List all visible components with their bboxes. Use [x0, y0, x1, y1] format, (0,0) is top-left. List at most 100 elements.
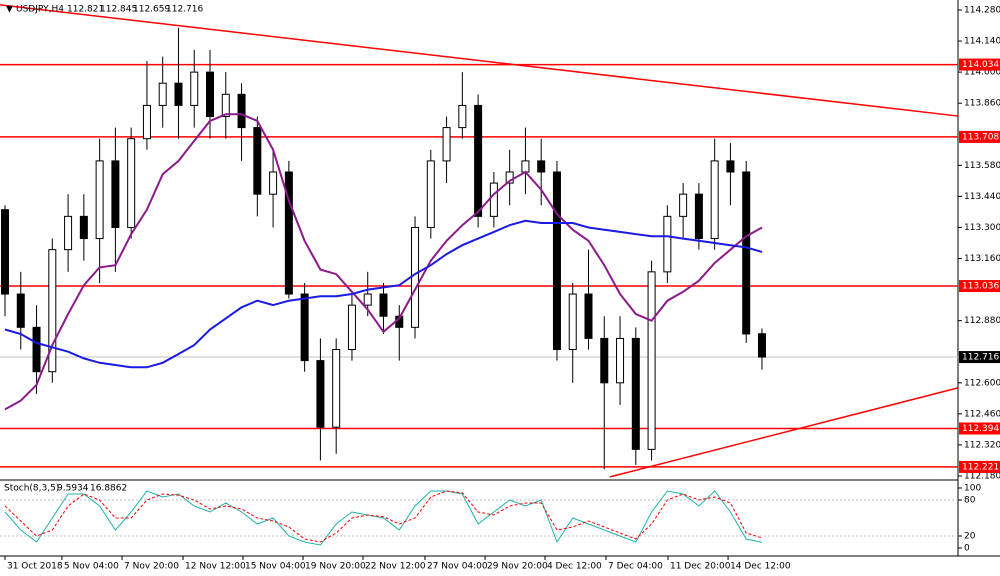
- candle-body: [32, 326, 41, 373]
- y-tick-label: 113.440: [964, 192, 1000, 202]
- candle-body: [48, 249, 57, 373]
- candle-body: [221, 93, 230, 118]
- x-tick-label: 14 Dec 12:00: [730, 562, 791, 572]
- x-tick-label: 4 Dec 12:00: [547, 562, 602, 572]
- x-tick-label: 7 Dec 04:00: [608, 562, 663, 572]
- last-high: 112.845: [100, 5, 137, 15]
- candle-body: [174, 82, 183, 106]
- candle-body: [269, 171, 278, 195]
- candle-body: [521, 160, 530, 173]
- candle-body: [552, 171, 561, 351]
- level-label: 113.708: [962, 132, 999, 142]
- y-tick-label: 114.140: [964, 37, 1000, 47]
- level-label-box: [959, 422, 1000, 435]
- candle-body: [679, 193, 688, 217]
- indicator-signal-value: 16.8862: [90, 484, 127, 494]
- trendline: [609, 387, 959, 478]
- y-tick-label: 114.280: [964, 5, 1000, 15]
- candle-body: [237, 93, 246, 129]
- header-arrow: ▼: [6, 5, 13, 15]
- y-tick-label: 112.320: [964, 440, 1000, 450]
- candle-body: [79, 215, 88, 240]
- plot: 114.280 114.140 114.000 113.860 113.580 113.4…: [0, 4, 1000, 572]
- candle-body: [600, 337, 609, 384]
- candle-body: [631, 337, 640, 450]
- indicator-line: [4, 490, 763, 543]
- indicator-tick-label: 100: [964, 484, 981, 494]
- level-label-box: [959, 460, 1000, 473]
- candle-body: [474, 104, 483, 217]
- current-price-box: [959, 351, 1000, 364]
- moving-average: [4, 113, 763, 411]
- candle-body: [757, 333, 766, 358]
- candle-body: [426, 160, 435, 228]
- candle-body: [206, 71, 215, 118]
- symbol: USDJPY,H4: [16, 5, 64, 15]
- candle-body: [95, 160, 104, 240]
- indicator-line: [4, 490, 763, 546]
- indicator-tick-label: 80: [964, 496, 976, 506]
- x-tick-label: 22 Nov 12:00: [365, 562, 426, 572]
- y-tick-label: 113.580: [964, 161, 1000, 171]
- x-tick-label: 31 Oct 2018: [7, 562, 63, 572]
- candle-body: [332, 349, 341, 428]
- candle-body: [190, 71, 199, 106]
- candle-body: [316, 360, 325, 428]
- labels: ▼ USDJPY,H4 112.821 112.845 112.659 112.…: [4, 5, 203, 494]
- y-tick-label: 113.300: [964, 223, 1000, 233]
- y-tick-label: 112.880: [964, 316, 1000, 326]
- candle-body: [64, 215, 73, 251]
- y-tick-label: 113.160: [964, 254, 1000, 264]
- level-label-box: [959, 280, 1000, 293]
- candle-body: [411, 226, 420, 328]
- candle-body: [158, 82, 167, 106]
- candle-body: [568, 293, 577, 351]
- trendline: [0, 4, 959, 117]
- y-tick-label: 112.460: [964, 409, 1000, 419]
- candle-body: [694, 193, 703, 240]
- candle-body: [663, 215, 672, 273]
- candle-body: [537, 160, 546, 173]
- level-label: 114.034: [962, 60, 999, 70]
- x-tick-label: 7 Nov 20:00: [124, 562, 179, 572]
- candle-body: [142, 104, 151, 140]
- y-tick-label: 113.860: [964, 99, 1000, 109]
- candle-body: [284, 171, 293, 295]
- last-close: 112.716: [166, 5, 203, 15]
- candle-body: [111, 160, 120, 228]
- indicator-label: Stoch(8,3,5): [4, 484, 59, 494]
- y-tick-label: 114.000: [964, 68, 1000, 78]
- indicator-tick-label: 0: [964, 544, 970, 554]
- level-label: 112.394: [962, 424, 999, 434]
- candle-body: [726, 160, 735, 173]
- candle-body: [742, 171, 751, 335]
- candle-body: [442, 127, 451, 162]
- candle-body: [379, 293, 388, 317]
- candle-body: [584, 293, 593, 339]
- candle-body: [616, 337, 625, 384]
- candle-body: [127, 138, 136, 228]
- x-tick-label: 29 Nov 20:00: [487, 562, 548, 572]
- candle-body: [347, 304, 356, 351]
- level-label: 112.221: [962, 462, 999, 472]
- x-tick-label: 5 Nov 04:00: [64, 562, 119, 572]
- candle-body: [505, 171, 514, 184]
- candle-body: [16, 293, 25, 328]
- x-tick-label: 15 Nov 04:00: [245, 562, 306, 572]
- candle-body: [458, 104, 467, 129]
- y-tick-label: 112.600: [964, 378, 1000, 388]
- candle-body: [710, 160, 719, 240]
- candle-body: [253, 127, 262, 195]
- level-label-box: [959, 58, 1000, 71]
- candle-body: [0, 209, 9, 295]
- current-price-label: 112.716: [962, 353, 999, 363]
- indicator-main-value: 9.5934: [57, 484, 89, 494]
- level-label-box: [959, 130, 1000, 143]
- candle-body: [300, 293, 309, 362]
- x-tick-label: 27 Nov 04:00: [427, 562, 488, 572]
- x-tick-label: 12 Nov 12:00: [185, 562, 246, 572]
- x-tick-label: 19 Nov 20:00: [305, 562, 366, 572]
- moving-average: [4, 219, 763, 369]
